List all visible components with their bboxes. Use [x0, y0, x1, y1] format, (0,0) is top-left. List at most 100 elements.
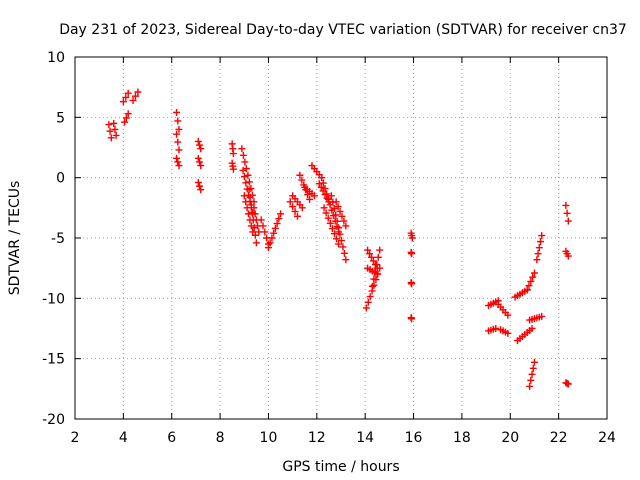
data-point	[196, 158, 204, 166]
data-point	[298, 176, 306, 184]
data-point	[528, 325, 536, 332]
data-point	[238, 145, 246, 153]
data-point	[264, 244, 272, 252]
data-point	[408, 280, 416, 288]
data-point	[332, 198, 340, 206]
data-point	[364, 246, 372, 254]
data-point	[293, 212, 301, 220]
data-point	[342, 256, 350, 264]
data-point	[255, 228, 263, 236]
data-point	[366, 293, 374, 301]
data-point	[271, 224, 279, 232]
y-tick-label: -20	[42, 412, 65, 428]
data-point	[306, 195, 314, 203]
data-point	[563, 209, 571, 217]
data-point	[529, 364, 537, 372]
data-point	[245, 186, 253, 194]
data-point	[174, 138, 182, 146]
y-tick-label: 5	[56, 110, 65, 126]
data-point	[322, 209, 330, 217]
x-tick-label: 22	[550, 430, 568, 446]
data-point	[194, 178, 202, 186]
data-point	[112, 131, 120, 139]
data-point	[324, 195, 332, 203]
data-point	[376, 246, 384, 254]
data-point	[338, 212, 346, 220]
data-point	[257, 216, 265, 224]
data-point	[268, 234, 276, 242]
data-point	[119, 98, 127, 106]
x-tick-label: 8	[216, 430, 225, 446]
data-point	[318, 174, 326, 182]
data-point	[317, 183, 325, 191]
data-point	[525, 282, 533, 290]
data-point	[275, 215, 283, 223]
data-point	[174, 117, 182, 125]
data-point	[333, 235, 341, 243]
data-point	[367, 253, 375, 261]
x-tick-label: 20	[501, 430, 519, 446]
data-point	[122, 114, 130, 122]
data-point	[196, 141, 204, 149]
data-point	[197, 162, 205, 170]
data-point	[340, 217, 348, 225]
data-point	[197, 186, 205, 194]
x-tick-label: 2	[71, 430, 80, 446]
data-point	[528, 370, 536, 378]
data-point	[111, 125, 119, 133]
data-point	[252, 239, 260, 247]
data-point	[368, 282, 376, 290]
data-point	[534, 250, 542, 258]
data-point	[529, 273, 537, 281]
data-point	[328, 225, 336, 233]
data-point	[324, 214, 332, 222]
data-point	[286, 198, 294, 206]
data-point	[340, 249, 348, 257]
data-point	[370, 275, 378, 283]
data-point	[241, 158, 249, 166]
data-point	[369, 257, 377, 265]
data-point	[373, 270, 381, 278]
y-tick-label: -10	[42, 291, 65, 307]
data-point	[175, 162, 183, 170]
data-point	[270, 229, 278, 237]
data-point	[239, 151, 247, 159]
data-point	[323, 190, 331, 198]
data-point	[336, 230, 344, 238]
x-axis-label: GPS time / hours	[282, 459, 399, 475]
data-point	[310, 192, 318, 200]
data-point	[523, 286, 531, 294]
data-point	[504, 329, 512, 337]
data-point	[320, 204, 328, 212]
data-point	[107, 134, 115, 142]
x-tick-label: 10	[260, 430, 278, 446]
data-point	[245, 178, 253, 186]
data-point	[245, 210, 253, 218]
data-point	[326, 219, 334, 227]
data-point	[173, 130, 181, 138]
data-point	[175, 146, 183, 154]
data-point	[175, 125, 183, 133]
data-point	[298, 204, 306, 212]
data-point	[504, 311, 512, 319]
data-point	[333, 217, 341, 225]
data-point	[366, 250, 374, 258]
data-point	[296, 171, 304, 179]
data-point	[327, 192, 335, 200]
data-point	[250, 204, 258, 212]
data-point	[124, 110, 132, 118]
data-point	[319, 179, 327, 187]
data-point	[334, 203, 342, 211]
data-point	[240, 192, 248, 200]
data-point	[194, 154, 202, 162]
data-point	[364, 298, 372, 306]
data-point	[533, 256, 541, 264]
data-point	[105, 121, 113, 129]
data-point	[134, 88, 142, 96]
data-point	[173, 154, 181, 162]
data-point	[122, 93, 130, 101]
data-point	[251, 210, 259, 218]
data-point	[121, 118, 129, 126]
data-point	[197, 145, 205, 153]
data-point	[273, 220, 281, 228]
